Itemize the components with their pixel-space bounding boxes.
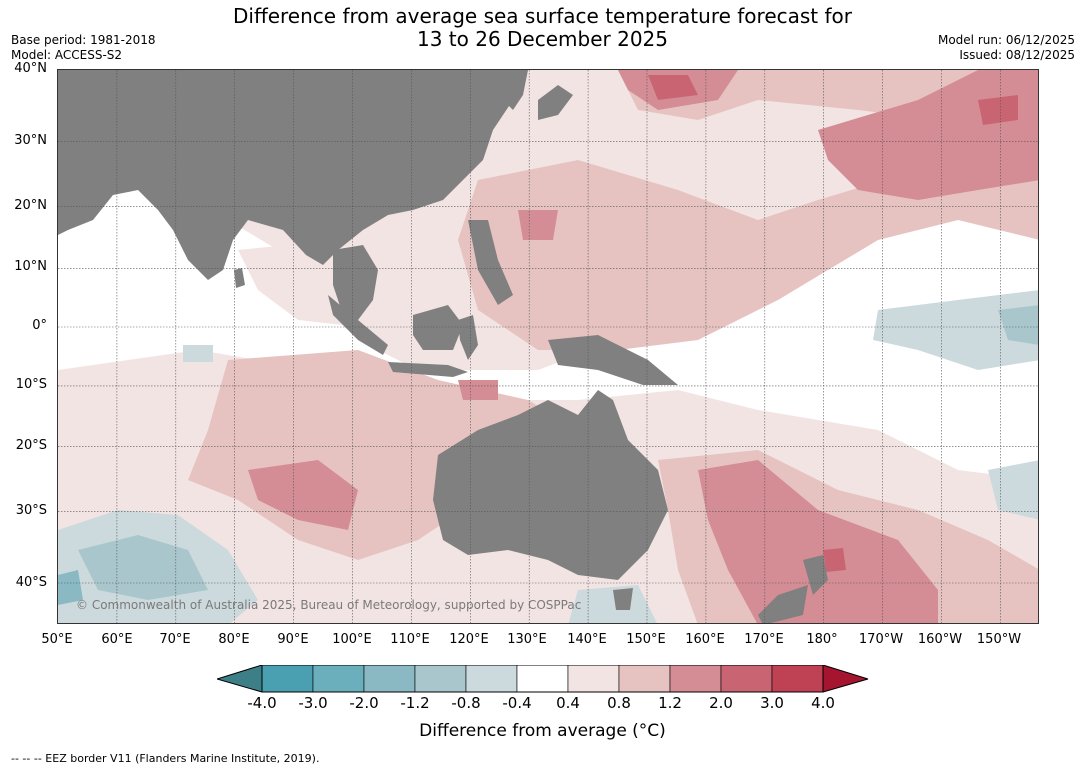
land-sulawesi: [458, 315, 478, 360]
colorbar-tick-label: -4.0: [247, 694, 277, 712]
model-text: Model: ACCESS-S2: [11, 48, 123, 62]
anomaly-region-very-strong-warm: [978, 95, 1018, 125]
land-sumatra: [328, 295, 388, 355]
land-java: [388, 362, 468, 377]
lon-label-140e: 140°E: [567, 632, 607, 647]
anomaly-region-strong-warm: [518, 210, 558, 240]
colorbar-cell: [465, 665, 518, 693]
colorbar-title: Difference from average (°C): [419, 721, 666, 741]
lat-label-20n: 20°N: [14, 198, 47, 213]
lon-label-150e: 150°E: [626, 632, 666, 647]
land-new-zealand: [758, 555, 828, 623]
lat-label-40n: 40°N: [14, 61, 47, 76]
lon-label-170w: 170°W: [858, 632, 904, 647]
land-indochina: [333, 245, 378, 320]
lon-label-90e: 90°E: [277, 632, 309, 647]
colorbar-cell: [261, 665, 314, 693]
colorbar-cell: [363, 665, 416, 693]
colorbar: [217, 665, 869, 693]
colorbar-tick-label: 0.4: [556, 694, 580, 712]
lon-label-180: 180°: [806, 632, 838, 647]
base-period-text: Base period: 1981-2018: [11, 33, 156, 47]
land-australia: [433, 390, 668, 580]
anomaly-region-very-strong-warm: [648, 75, 698, 100]
anomaly-region-moderate-cool: [998, 305, 1038, 345]
lon-label-80e: 80°E: [218, 632, 250, 647]
colorbar-cell: [618, 665, 671, 693]
land-tasmania: [613, 588, 633, 610]
land-new-guinea: [548, 335, 678, 385]
land-japan: [538, 85, 573, 120]
lon-label-70e: 70°E: [159, 632, 191, 647]
land-philippines: [468, 220, 513, 305]
colorbar-under-arrow: [217, 665, 262, 692]
colorbar-tick-label: 4.0: [811, 694, 835, 712]
lon-label-160w: 160°W: [917, 632, 963, 647]
anomaly-region-very-strong-warm: [823, 548, 846, 572]
lon-label-50e: 50°E: [41, 632, 73, 647]
anomaly-region-strong-cool: [58, 570, 83, 605]
colorbar-cell: [771, 665, 824, 693]
lon-label-170e: 170°E: [744, 632, 784, 647]
lon-label-130e: 130°E: [507, 632, 547, 647]
land-borneo: [413, 305, 463, 350]
anomaly-region-strong-warm: [698, 460, 938, 623]
lat-label-30n: 30°N: [14, 133, 47, 148]
colorbar-cell: [312, 665, 365, 693]
colorbar-tick-label: -3.0: [298, 694, 328, 712]
graticule: [58, 70, 1038, 623]
colorbar-cell: [567, 665, 620, 693]
colorbar-tick-label: 0.8: [607, 694, 631, 712]
colorbar-cell: [516, 665, 569, 693]
colorbar-tick-label: -1.2: [400, 694, 430, 712]
lat-label-10s: 10°S: [15, 377, 47, 392]
lon-label-100e: 100°E: [332, 632, 372, 647]
land-sri-lanka: [234, 268, 245, 288]
lat-label-20s: 20°S: [15, 438, 47, 453]
lat-label-10n: 10°N: [14, 259, 47, 274]
lon-label-150w: 150°W: [976, 632, 1022, 647]
model-run-text: Model run: 06/12/2025: [937, 33, 1075, 47]
anomaly-region-cool: [568, 585, 657, 623]
sst-anomaly-map: [57, 69, 1039, 624]
colorbar-tick-label: 1.2: [658, 694, 682, 712]
colorbar-tick-label: 3.0: [760, 694, 784, 712]
lon-label-110e: 110°E: [390, 632, 430, 647]
colorbar-cell: [720, 665, 773, 693]
issued-text: Issued: 08/12/2025: [959, 48, 1075, 62]
anomaly-region-cool: [873, 290, 1038, 370]
map-title-line-1: Difference from average sea surface temp…: [232, 4, 852, 28]
colorbar-tick-label: 2.0: [709, 694, 733, 712]
colorbar-tick-label: -0.4: [502, 694, 532, 712]
lat-label-40s: 40°S: [15, 575, 47, 590]
lon-label-120e: 120°E: [449, 632, 489, 647]
anomaly-region-cool: [183, 345, 213, 362]
colorbar-over-arrow: [823, 665, 868, 692]
land-korea-japan: [498, 70, 528, 110]
lat-label-equator: 0°: [32, 318, 47, 333]
lon-label-60e: 60°E: [101, 632, 133, 647]
eez-footnote: -- -- -- EEZ border V11 (Flanders Marine…: [11, 752, 320, 765]
land-asia: [58, 70, 518, 280]
copyright-notice: © Commonwealth of Australia 2025, Bureau…: [76, 598, 582, 612]
anomaly-region-strong-warm: [248, 460, 358, 530]
colorbar-cell: [414, 665, 467, 693]
anomaly-region-strong-warm: [458, 380, 498, 400]
lon-label-160e: 160°E: [685, 632, 725, 647]
lat-label-30s: 30°S: [15, 503, 47, 518]
colorbar-tick-label: -2.0: [349, 694, 379, 712]
map-title-line-2: 13 to 26 December 2025: [416, 27, 668, 51]
land: [58, 70, 828, 623]
colorbar-cell: [669, 665, 722, 693]
colorbar-tick-label: -0.8: [451, 694, 481, 712]
